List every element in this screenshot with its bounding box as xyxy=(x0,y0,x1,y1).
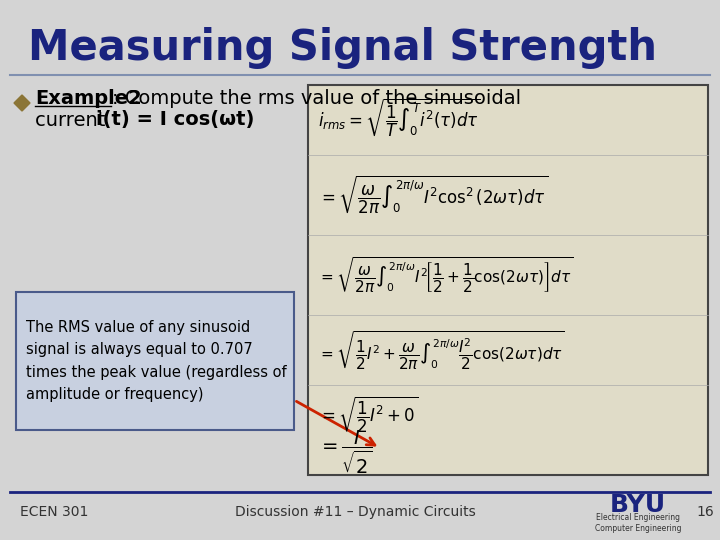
Text: Example2: Example2 xyxy=(35,89,142,107)
Text: $= \sqrt{\dfrac{\omega}{2\pi}\int_0^{2\pi/\omega} I^2\!\left[\dfrac{1}{2}+\dfrac: $= \sqrt{\dfrac{\omega}{2\pi}\int_0^{2\p… xyxy=(318,255,573,295)
Text: Discussion #11 – Dynamic Circuits: Discussion #11 – Dynamic Circuits xyxy=(235,505,475,519)
Text: Electrical Engineering
Computer Engineering: Electrical Engineering Computer Engineer… xyxy=(595,512,681,534)
Text: $i_{rms} = \sqrt{\dfrac{1}{T}\int_0^T i^2(\tau)d\tau}$: $i_{rms} = \sqrt{\dfrac{1}{T}\int_0^T i^… xyxy=(318,97,481,139)
Text: BYU: BYU xyxy=(610,493,666,517)
FancyArrowPatch shape xyxy=(297,401,375,445)
Text: Measuring Signal Strength: Measuring Signal Strength xyxy=(28,27,657,69)
Bar xyxy=(308,85,708,475)
Text: : Compute the rms value of the sinusoidal: : Compute the rms value of the sinusoida… xyxy=(112,89,521,107)
Text: $= \sqrt{\dfrac{1}{2}I^2+0}$: $= \sqrt{\dfrac{1}{2}I^2+0}$ xyxy=(318,395,418,435)
Polygon shape xyxy=(14,95,30,111)
Text: $= \sqrt{\dfrac{\omega}{2\pi}\int_0^{2\pi/\omega} I^2 \cos^2(2\omega\tau)d\tau}$: $= \sqrt{\dfrac{\omega}{2\pi}\int_0^{2\p… xyxy=(318,174,548,217)
Text: 16: 16 xyxy=(696,505,714,519)
Text: The RMS value of any sinusoid
signal is always equal to 0.707
times the peak val: The RMS value of any sinusoid signal is … xyxy=(26,320,287,402)
Text: $= \dfrac{I}{\sqrt{2}}$: $= \dfrac{I}{\sqrt{2}}$ xyxy=(318,428,373,476)
Text: $= \sqrt{\dfrac{1}{2}I^2+\dfrac{\omega}{2\pi}\int_0^{2\pi/\omega}\dfrac{I^2}{2}\: $= \sqrt{\dfrac{1}{2}I^2+\dfrac{\omega}{… xyxy=(318,329,564,371)
Bar xyxy=(16,292,294,430)
Text: i(t) = I cos(ωt): i(t) = I cos(ωt) xyxy=(96,111,254,130)
Text: ECEN 301: ECEN 301 xyxy=(20,505,89,519)
Text: current: current xyxy=(35,111,112,130)
